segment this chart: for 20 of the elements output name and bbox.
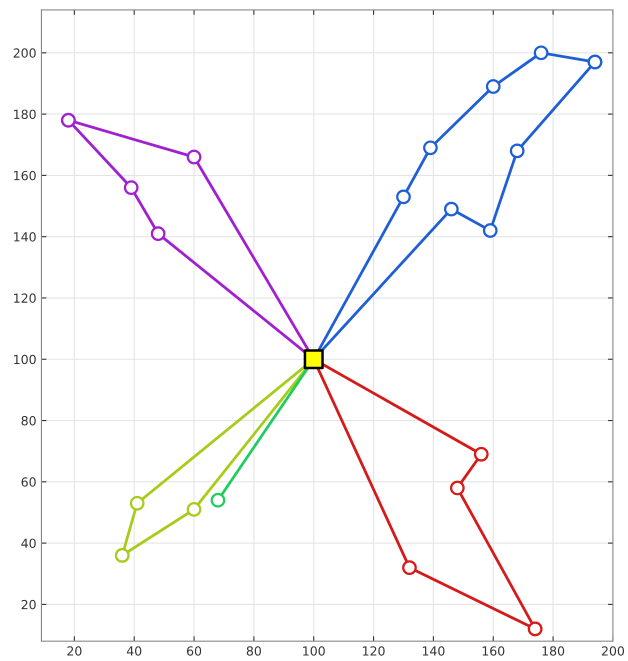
- y-tick-label: 120: [14, 293, 36, 303]
- x-tick-label: 140: [422, 646, 445, 656]
- x-tick-label: 120: [363, 646, 385, 656]
- y-tick-label: 40: [21, 538, 36, 548]
- x-tick-label: 200: [602, 646, 624, 656]
- x-tick-label: 100: [303, 646, 325, 656]
- y-tick-label: 140: [14, 232, 36, 242]
- y-tick-label: 200: [14, 48, 36, 58]
- y-tick-label: 80: [22, 416, 36, 426]
- y-tick-label: 160: [14, 170, 36, 180]
- x-tick-label: 160: [482, 646, 504, 656]
- y-tick-label: 100: [14, 354, 36, 364]
- y-tick-label: 20: [22, 600, 36, 610]
- x-tick-label: 80: [246, 646, 262, 656]
- y-tick-label: 180: [14, 110, 36, 120]
- x-tick-label: 60: [186, 646, 202, 656]
- y-tick-label: 60: [22, 477, 36, 487]
- x-tick-label: 40: [126, 646, 142, 656]
- x-tick-label: 20: [67, 646, 82, 656]
- x-tick-label: 180: [542, 646, 564, 656]
